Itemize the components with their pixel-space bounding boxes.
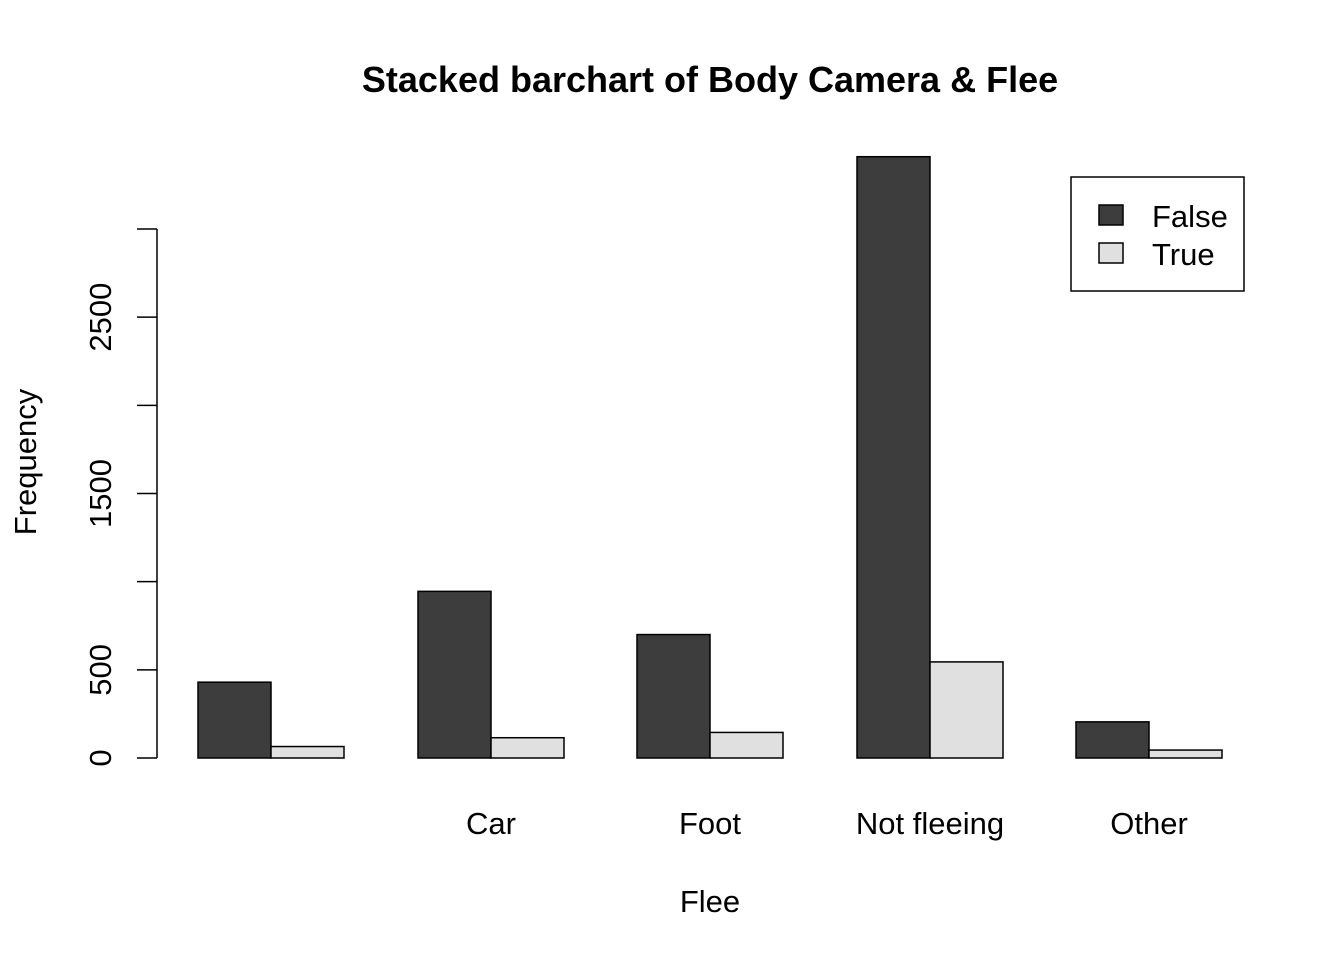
y-tick-label: 500	[83, 644, 118, 696]
bars-group	[197, 155, 1223, 759]
x-axis-label: Flee	[680, 884, 740, 919]
y-tick-label: 0	[83, 749, 118, 766]
y-axis: 0 500 1500 2500	[83, 228, 158, 767]
y-tick-label: 1500	[83, 459, 118, 528]
y-axis-label: Frequency	[8, 388, 43, 535]
bar-false-3	[636, 633, 711, 759]
bar-true-2	[490, 736, 565, 759]
bar-false-1	[197, 681, 272, 759]
legend-label-false: False	[1152, 199, 1228, 234]
bar-false-4	[856, 155, 931, 759]
chart-title: Stacked barchart of Body Camera & Flee	[362, 59, 1058, 100]
legend-swatch-false	[1098, 204, 1124, 226]
bar-true-4	[929, 661, 1004, 759]
bar-false-2	[417, 590, 492, 759]
legend-label-true: True	[1152, 237, 1215, 272]
x-tick-label: Foot	[679, 806, 741, 841]
bar-true-5	[1148, 749, 1223, 759]
x-tick-labels: Car Foot Not fleeing Other	[466, 806, 1188, 841]
x-tick-label: Car	[466, 806, 516, 841]
legend-box	[1070, 176, 1245, 292]
bar-false-5	[1075, 721, 1150, 759]
bar-true-3	[709, 731, 784, 759]
x-tick-label: Not fleeing	[856, 806, 1004, 841]
x-tick-label: Other	[1110, 806, 1188, 841]
y-tick-label: 2500	[83, 283, 118, 352]
bar-true-1	[270, 745, 345, 759]
legend-swatch-true	[1098, 242, 1124, 264]
